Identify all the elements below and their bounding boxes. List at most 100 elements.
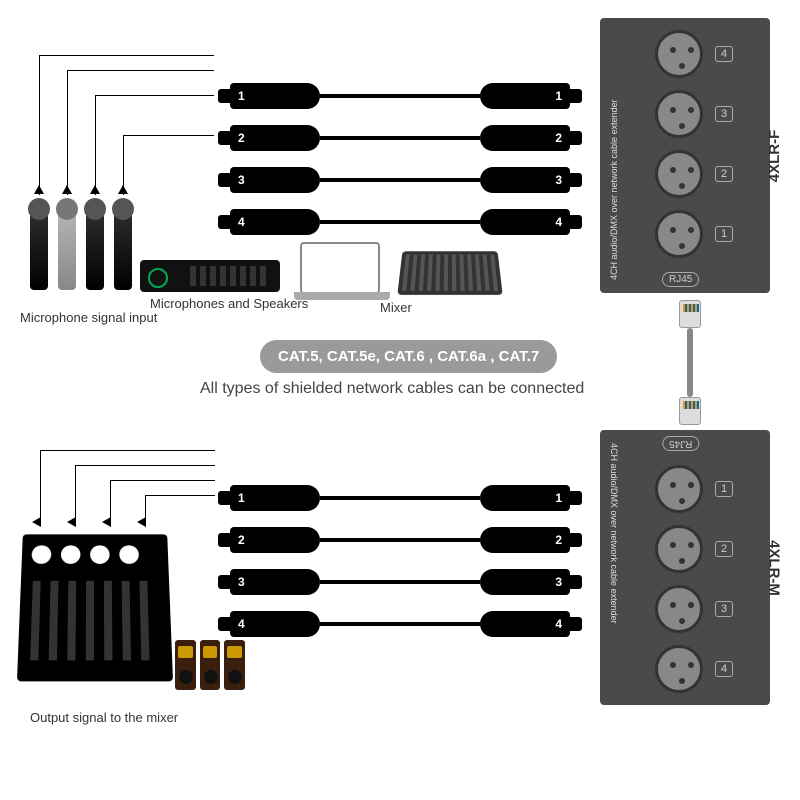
cable-num: 4 — [555, 215, 562, 229]
microphone-icon — [86, 200, 104, 290]
xlr-jack-icon — [655, 90, 703, 138]
extender-top-text: 4CH audio/DMX over network cable extende… — [609, 99, 619, 280]
microphone-icon — [30, 200, 48, 290]
cable-plug-right: 4 — [480, 209, 570, 235]
cable-plug-right: 4 — [480, 611, 570, 637]
signal-line — [39, 55, 40, 195]
cable-num: 2 — [238, 131, 245, 145]
arrow-icon — [34, 185, 44, 194]
xlr-jack-icon — [655, 150, 703, 198]
cable-plug-right: 1 — [480, 485, 570, 511]
jack-number: 3 — [715, 106, 733, 122]
cable-wire — [320, 538, 480, 542]
cable-plug-left: 2 — [230, 125, 320, 151]
banner-subtitle: All types of shielded network cables can… — [200, 380, 584, 398]
cable-plug-left: 1 — [230, 83, 320, 109]
jack-number: 2 — [715, 541, 733, 557]
cable-num: 1 — [555, 89, 562, 103]
cable-wire — [320, 94, 480, 98]
cable-num: 3 — [555, 173, 562, 187]
cable-wire — [320, 580, 480, 584]
signal-line — [39, 55, 214, 56]
signal-line — [40, 450, 41, 522]
cable-plug-left: 1 — [230, 485, 320, 511]
laptop-icon — [300, 242, 380, 294]
xlr-jack-icon — [655, 585, 703, 633]
cable-num: 3 — [238, 575, 245, 589]
speaker-icon — [175, 640, 196, 690]
xlr-cable-row: 2 2 — [230, 120, 570, 156]
extender-bottom-text: 4CH audio/DMX over network cable extende… — [609, 443, 619, 624]
cable-num: 4 — [555, 617, 562, 631]
jack-number: 4 — [715, 661, 733, 677]
signal-line — [110, 480, 111, 522]
xlr-cable-row: 3 3 — [230, 162, 570, 198]
jack-number: 2 — [715, 166, 733, 182]
ethernet-wire — [687, 328, 693, 397]
extender-top-model: 4XLR-F — [765, 129, 782, 182]
microphone-icon — [58, 200, 76, 290]
cable-num: 3 — [555, 575, 562, 589]
speakers-icon — [175, 640, 245, 690]
microphone-icon — [114, 200, 132, 290]
cable-num: 1 — [555, 491, 562, 505]
arrow-icon — [62, 185, 72, 194]
label-mic-input: Microphone signal input — [20, 310, 157, 325]
cable-wire — [320, 496, 480, 500]
signal-line — [40, 450, 215, 451]
cable-plug-left: 3 — [230, 569, 320, 595]
arrow-icon — [90, 185, 100, 194]
cable-wire — [320, 622, 480, 626]
signal-line — [67, 70, 68, 195]
signal-line — [95, 95, 214, 96]
xlr-jack-icon — [655, 465, 703, 513]
xlr-cable-row: 4 4 — [230, 204, 570, 240]
extender-top-box: 4CH audio/DMX over network cable extende… — [600, 18, 770, 293]
cable-num: 1 — [238, 491, 245, 505]
cable-num: 2 — [555, 533, 562, 547]
arrow-icon — [102, 517, 111, 527]
xlr-cable-row: 3 3 — [230, 564, 570, 600]
signal-line — [123, 135, 214, 136]
extender-bottom-box: RJ45 4CH audio/DMX over network cable ex… — [600, 430, 770, 705]
arrow-icon — [137, 517, 146, 527]
xlr-cable-row: 2 2 — [230, 522, 570, 558]
cable-wire — [320, 136, 480, 140]
rj45-plug-icon — [679, 300, 701, 328]
xlr-jack-icon — [655, 645, 703, 693]
microphone-group — [30, 200, 132, 290]
cable-plug-right: 2 — [480, 125, 570, 151]
xlr-cable-row: 1 1 — [230, 78, 570, 114]
label-output: Output signal to the mixer — [30, 710, 178, 725]
cable-num: 2 — [238, 533, 245, 547]
xlr-jack-icon — [655, 30, 703, 78]
cable-num: 3 — [238, 173, 245, 187]
rj45-plug-icon — [679, 397, 701, 425]
jack-number: 1 — [715, 481, 733, 497]
cable-plug-right: 2 — [480, 527, 570, 553]
cable-types-banner: CAT.5, CAT.5e, CAT.6 , CAT.6a , CAT.7 — [260, 340, 557, 373]
signal-line — [67, 70, 214, 71]
jack-number: 3 — [715, 601, 733, 617]
xlr-jack-icon — [655, 525, 703, 573]
cable-num: 1 — [238, 89, 245, 103]
label-mics-speakers: Microphones and Speakers — [150, 296, 308, 311]
cable-plug-left: 4 — [230, 611, 320, 637]
rj45-label: RJ45 — [662, 436, 699, 451]
cable-plug-left: 2 — [230, 527, 320, 553]
xlr-cable-row: 4 4 — [230, 606, 570, 642]
cable-plug-right: 1 — [480, 83, 570, 109]
wireless-receiver-icon — [140, 260, 280, 292]
signal-line — [145, 495, 215, 496]
signal-line — [95, 95, 96, 195]
speaker-icon — [224, 640, 245, 690]
cable-plug-right: 3 — [480, 569, 570, 595]
output-mixer-icon — [17, 534, 173, 681]
cable-num: 4 — [238, 617, 245, 631]
arrow-icon — [118, 185, 128, 194]
label-mixer: Mixer — [380, 300, 412, 315]
mixer-icon — [397, 251, 502, 295]
rj45-label: RJ45 — [662, 272, 699, 287]
cable-wire — [320, 178, 480, 182]
signal-line — [75, 465, 215, 466]
